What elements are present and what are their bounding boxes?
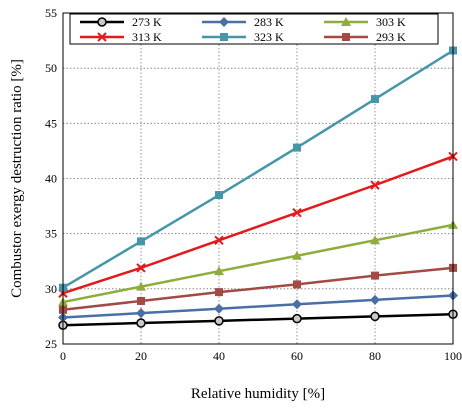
data-point-marker [215, 288, 223, 297]
data-point-marker [137, 296, 145, 305]
data-point-marker [136, 318, 146, 328]
legend-label: 273 K [132, 15, 162, 29]
series-line [62, 312, 454, 327]
data-point-marker [293, 143, 301, 152]
series-line [62, 294, 454, 319]
legend-label: 283 K [254, 15, 284, 29]
x-tick-label: 0 [60, 349, 66, 363]
data-point-marker [97, 32, 107, 42]
legend-label: 303 K [376, 15, 406, 29]
y-tick-label: 45 [45, 116, 57, 130]
legend-box [69, 13, 439, 45]
legend-label: 293 K [376, 30, 406, 44]
data-point-marker [215, 191, 223, 200]
data-point-marker [292, 299, 302, 310]
x-tick-labels: 0 20 40 60 80 100 [60, 349, 462, 363]
data-point-marker [293, 280, 301, 289]
x-axis-label: Relative humidity [%] [191, 386, 325, 402]
series-line [62, 49, 454, 289]
x-tick-label: 100 [444, 349, 462, 363]
data-point-marker [220, 33, 228, 41]
data-point-marker [214, 266, 224, 276]
y-tick-label: 35 [45, 227, 57, 241]
data-point-marker [370, 294, 380, 305]
data-point-marker [342, 33, 350, 41]
series-line [62, 223, 454, 304]
series-line [62, 155, 454, 295]
data-point-marker [214, 235, 224, 245]
data-point-marker [214, 303, 224, 314]
legend: 273 K 283 K 303 K 313 K 323 K 293 K [69, 13, 439, 45]
data-point-marker [97, 17, 107, 27]
y-tick-label: 25 [45, 337, 57, 351]
y-axis-label: Combustor exergy destruction ratio [%] [9, 59, 25, 298]
data-point-marker [137, 237, 145, 246]
data-point-marker [136, 308, 146, 319]
data-point-marker [370, 180, 380, 190]
data-point-marker [136, 281, 146, 291]
series-markers [58, 46, 458, 330]
y-tick-label: 40 [45, 172, 57, 186]
data-point-marker [136, 263, 146, 273]
data-point-marker [214, 316, 224, 326]
x-tick-label: 20 [135, 349, 147, 363]
data-point-marker [292, 250, 302, 260]
x-tick-label: 80 [369, 349, 381, 363]
data-point-marker [371, 271, 379, 280]
y-tick-label: 30 [45, 282, 57, 296]
data-point-marker [292, 207, 302, 218]
y-tick-label: 50 [45, 61, 57, 75]
data-point-marker [219, 17, 229, 27]
legend-label: 323 K [254, 30, 284, 44]
y-tick-labels: 25 30 35 40 45 50 55 [45, 6, 57, 351]
data-point-marker [371, 95, 379, 104]
y-tick-label: 55 [45, 6, 57, 20]
data-point-marker [292, 313, 302, 324]
x-tick-label: 60 [291, 349, 303, 363]
data-point-marker [370, 235, 380, 245]
gridlines [63, 13, 453, 344]
data-point-marker [370, 311, 380, 322]
legend-label: 313 K [132, 30, 162, 44]
series-line [62, 266, 454, 312]
data-point-marker [341, 17, 351, 26]
series-lines [62, 49, 454, 327]
x-tick-label: 40 [213, 349, 225, 363]
plot-frame [62, 12, 454, 345]
